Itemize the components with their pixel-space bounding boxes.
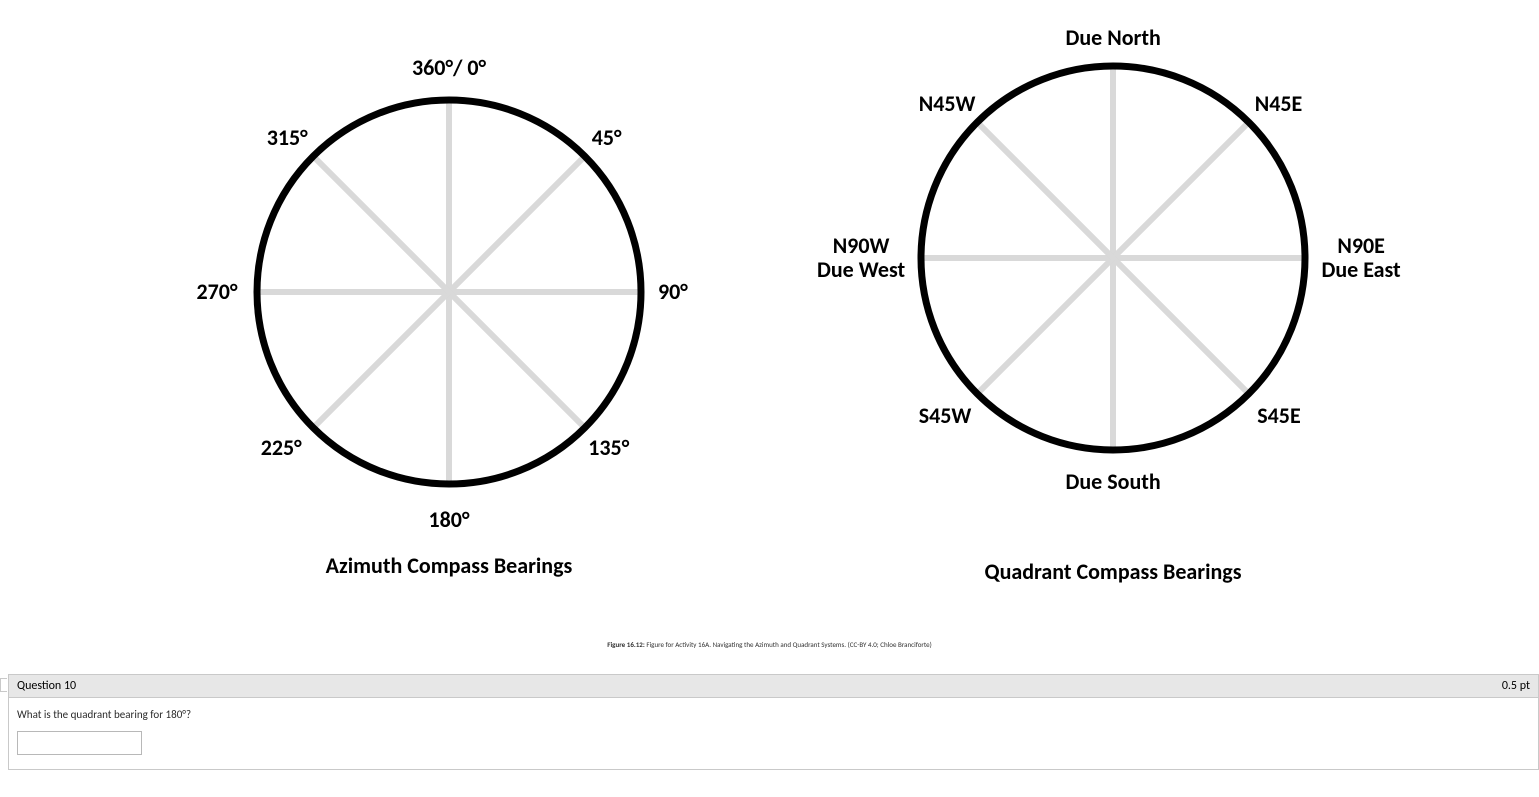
compass-spoke bbox=[977, 122, 1113, 258]
figure-caption-bold: Figure 16.12: bbox=[607, 640, 645, 649]
question-points: 0.5 pt bbox=[1502, 679, 1530, 693]
answer-input[interactable] bbox=[17, 731, 142, 755]
question-number: Question 10 bbox=[17, 679, 76, 693]
compass-label: 90° bbox=[658, 280, 688, 304]
compass-label: N45E bbox=[1255, 92, 1303, 116]
compass-label: 180° bbox=[429, 508, 470, 532]
question-header: Question 10 0.5 pt bbox=[9, 675, 1538, 698]
azimuth-compass bbox=[177, 20, 721, 569]
compass-spoke bbox=[313, 292, 449, 428]
compass-label: S45E bbox=[1257, 404, 1300, 428]
compass-spoke bbox=[449, 156, 585, 292]
compass-label: Due North bbox=[1066, 26, 1161, 50]
compass-spoke bbox=[1113, 258, 1249, 394]
compass-label: 225° bbox=[261, 436, 302, 460]
flag-stub[interactable] bbox=[0, 678, 7, 692]
compass-spoke bbox=[449, 292, 585, 428]
compass-label: N90WDue West bbox=[817, 234, 905, 282]
compass-label: 360°/ 0° bbox=[412, 56, 486, 80]
quadrant-compass bbox=[841, 0, 1385, 535]
compass-label: N45W bbox=[919, 92, 976, 116]
figures-area: Azimuth Compass Bearings Quadrant Compas… bbox=[0, 0, 1539, 620]
quadrant-title: Quadrant Compass Bearings bbox=[913, 558, 1313, 585]
compass-label: S45W bbox=[919, 404, 972, 428]
compass-label: N90EDue East bbox=[1322, 234, 1401, 282]
page: Azimuth Compass Bearings Quadrant Compas… bbox=[0, 0, 1539, 797]
compass-label: 135° bbox=[588, 436, 629, 460]
compass-spoke bbox=[977, 258, 1113, 394]
compass-label: 45° bbox=[592, 126, 622, 150]
question-body: What is the quadrant bearing for 180°? bbox=[9, 698, 1538, 769]
question-prompt: What is the quadrant bearing for 180°? bbox=[17, 708, 1530, 721]
question-box: Question 10 0.5 pt What is the quadrant … bbox=[8, 674, 1539, 770]
azimuth-title: Azimuth Compass Bearings bbox=[249, 552, 649, 579]
compass-spoke bbox=[313, 156, 449, 292]
compass-label: 315° bbox=[267, 126, 308, 150]
compass-label: 270° bbox=[197, 280, 238, 304]
figure-caption-rest: Figure for Activity 16A. Navigating the … bbox=[645, 640, 932, 649]
compass-spoke bbox=[1113, 122, 1249, 258]
figure-caption: Figure 16.12: Figure for Activity 16A. N… bbox=[0, 640, 1539, 649]
compass-label: Due South bbox=[1066, 470, 1161, 494]
